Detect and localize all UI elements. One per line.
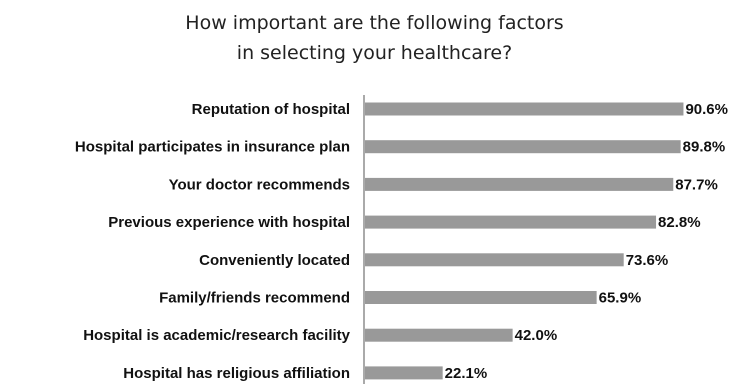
bars-group: Reputation of hospital 90.6% Hospital part… [75,101,728,382]
bar [365,140,681,154]
category-label: Your doctor recommends [169,176,350,193]
bar [365,291,597,304]
bar [365,177,674,191]
category-label: Previous experience with hospital [108,214,350,231]
value-label: 42.0% [515,327,558,344]
bar [365,328,513,342]
bar [365,366,443,380]
value-label: 73.6% [626,252,669,269]
bar [365,253,624,267]
category-label: Conveniently located [199,252,350,269]
category-label: Hospital is academic/research facility [83,327,350,344]
category-label: Reputation of hospital [192,101,350,118]
bar [365,215,657,229]
category-label: Family/friends recommend [159,290,350,307]
chart-title-line-2: in selecting your healthcare? [236,42,513,64]
value-label: 89.8% [683,139,726,156]
bar [365,102,684,116]
value-label: 90.6% [685,101,728,118]
category-label: Hospital has religious affiliation [123,365,350,382]
value-label: 82.8% [658,214,701,231]
category-label: Hospital participates in insurance plan [75,139,350,156]
value-label: 87.7% [675,176,718,193]
value-label: 22.1% [445,365,488,382]
value-label: 65.9% [599,290,642,307]
chart-title-line-1: How important are the following factors [185,12,564,34]
chart-title: How important are the following factors … [0,8,749,68]
